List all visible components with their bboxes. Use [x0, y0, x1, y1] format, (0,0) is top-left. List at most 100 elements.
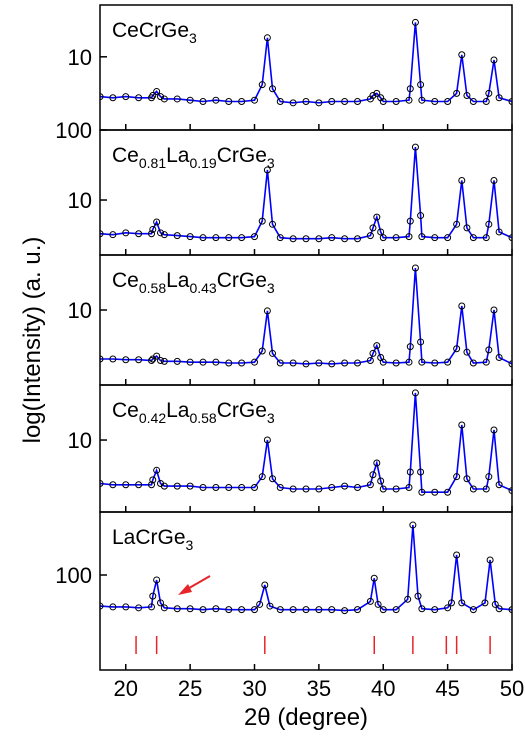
title-subscript: 3 [267, 410, 275, 426]
data-point [458, 302, 466, 310]
data-point [379, 606, 387, 614]
title-subscript: 0.58 [139, 280, 166, 296]
data-point [315, 99, 323, 107]
data-point [366, 481, 374, 489]
data-point [373, 342, 381, 350]
data-point [354, 97, 361, 105]
data-point [289, 359, 297, 367]
data-point [373, 459, 381, 467]
data-point [263, 307, 271, 315]
data-point [160, 604, 168, 612]
data-point [495, 353, 503, 361]
data-point [289, 235, 297, 243]
data-point [149, 476, 157, 484]
data-point [238, 234, 246, 242]
data-point [135, 604, 143, 612]
data-point [366, 232, 374, 240]
data-point [160, 95, 168, 103]
data-point [122, 481, 130, 489]
data-point [157, 357, 165, 365]
data-point [225, 606, 233, 614]
data-point [100, 479, 104, 487]
data-point [508, 606, 512, 614]
data-point [354, 606, 361, 614]
data-point [495, 228, 503, 236]
data-point [160, 357, 168, 365]
y-tick-label: 10 [68, 188, 92, 213]
data-point [251, 484, 258, 492]
data-point [495, 605, 503, 613]
data-point [431, 488, 439, 496]
data-point [109, 481, 117, 489]
data-point [238, 484, 246, 492]
data-point [417, 212, 425, 220]
data-point [495, 481, 503, 489]
data-point [485, 473, 493, 481]
data-point [328, 360, 336, 368]
data-point [276, 234, 284, 242]
data-point [490, 426, 498, 434]
data-point [148, 357, 155, 365]
data-point [409, 521, 417, 529]
data-point [258, 347, 266, 355]
data-point [199, 484, 207, 492]
data-point [186, 605, 194, 613]
data-point [157, 599, 165, 607]
plot-area [100, 18, 512, 107]
data-point [212, 605, 220, 613]
data-point [212, 96, 220, 104]
fit-line [100, 147, 512, 240]
data-point [341, 235, 349, 243]
data-point [153, 576, 161, 584]
data-point [392, 606, 400, 614]
data-point [418, 233, 426, 241]
data-point [392, 485, 400, 493]
data-point [469, 234, 477, 242]
title-subscript: 3 [267, 155, 275, 171]
data-point [251, 233, 258, 241]
data-point [238, 606, 246, 614]
panel-title: Ce0.58La0.43CrGe3 [112, 269, 275, 296]
data-point [328, 606, 336, 614]
data-point [406, 468, 414, 476]
data-point [481, 599, 489, 607]
data-point [160, 482, 168, 490]
data-point [261, 581, 269, 589]
data-point [458, 421, 466, 429]
data-point [453, 345, 461, 353]
plot-area [100, 389, 512, 496]
title-text: CrGe [217, 144, 267, 167]
data-point [153, 218, 161, 226]
data-point [405, 96, 413, 104]
data-point [173, 482, 181, 490]
data-point [341, 359, 349, 367]
x-tick-label: 40 [371, 676, 395, 701]
data-point [186, 482, 194, 490]
data-point [379, 358, 387, 366]
y-axis-title: log(Intensity) (a. u.) [19, 237, 46, 444]
data-point [100, 230, 104, 238]
panel-title: CeCrGe3 [112, 19, 197, 46]
data-point [431, 359, 439, 367]
data-point [508, 234, 512, 242]
title-subscript: 0.19 [189, 155, 216, 171]
data-point [379, 97, 387, 105]
data-point [469, 97, 477, 105]
data-point [405, 233, 413, 241]
data-point [276, 484, 284, 492]
data-point [411, 264, 419, 272]
data-point [212, 234, 220, 242]
data-point [263, 436, 271, 444]
data-point [258, 217, 266, 225]
data-point [256, 600, 264, 608]
data-point [157, 93, 165, 101]
y-tick-label: 10 [68, 298, 92, 323]
data-point [109, 94, 117, 102]
title-text: LaCrGe [112, 526, 186, 549]
data-point [149, 225, 157, 233]
data-point [276, 97, 284, 105]
data-point [411, 143, 419, 151]
data-point [369, 92, 377, 100]
data-point [354, 359, 361, 367]
